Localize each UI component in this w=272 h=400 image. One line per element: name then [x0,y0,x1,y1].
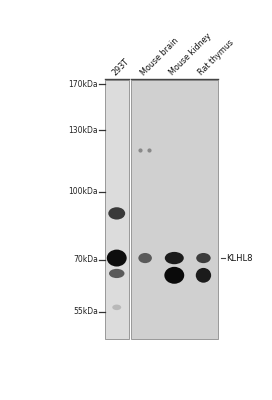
FancyBboxPatch shape [105,80,129,339]
Text: Mouse brain: Mouse brain [139,36,180,77]
Text: 293T: 293T [110,57,131,77]
Ellipse shape [196,253,211,263]
Text: 55kDa: 55kDa [73,308,98,316]
Text: 130kDa: 130kDa [69,126,98,135]
Ellipse shape [109,269,125,278]
Ellipse shape [164,267,184,284]
Text: Rat thymus: Rat thymus [197,38,236,77]
Ellipse shape [165,252,184,264]
Ellipse shape [108,207,125,220]
Ellipse shape [196,268,211,283]
Ellipse shape [112,304,121,310]
Text: Mouse kidney: Mouse kidney [168,32,214,77]
Ellipse shape [107,250,127,266]
Text: 70kDa: 70kDa [73,255,98,264]
Ellipse shape [138,253,152,263]
FancyBboxPatch shape [131,80,218,339]
Text: KLHL8: KLHL8 [226,254,252,262]
Text: 100kDa: 100kDa [69,187,98,196]
Text: 170kDa: 170kDa [69,80,98,88]
